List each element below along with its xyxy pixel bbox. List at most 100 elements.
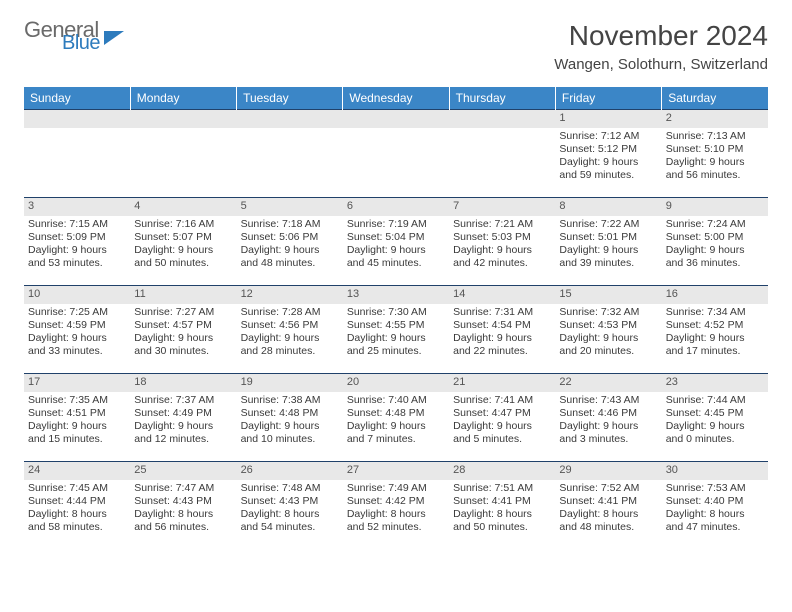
day-details: Sunrise: 7:37 AMSunset: 4:49 PMDaylight:…	[134, 394, 232, 447]
day-details: Sunrise: 7:19 AMSunset: 5:04 PMDaylight:…	[347, 218, 445, 271]
daylight-text: Daylight: 8 hours	[666, 508, 764, 521]
calendar-cell: 19Sunrise: 7:38 AMSunset: 4:48 PMDayligh…	[237, 374, 343, 462]
sunset-text: Sunset: 5:09 PM	[28, 231, 126, 244]
daylight-text: Daylight: 8 hours	[453, 508, 551, 521]
calendar-cell: 15 Sunrise: 7:32 AMSunset: 4:53 PMDayligh…	[555, 286, 661, 374]
daylight-text: Daylight: 9 hours	[347, 332, 445, 345]
day-details: Sunrise: 7:38 AMSunset: 4:48 PMDaylight:…	[241, 394, 339, 447]
location: Wangen, Solothurn, Switzerland	[554, 56, 768, 73]
day-number: 12	[237, 286, 343, 304]
daylight-text: Daylight: 8 hours	[28, 508, 126, 521]
daylight-text: Daylight: 9 hours	[559, 244, 657, 257]
sunset-text: Sunset: 5:07 PM	[134, 231, 232, 244]
day-number: 24	[24, 462, 130, 480]
day-details: Sunrise: 7:43 AMSunset: 4:46 PMDaylight:…	[559, 394, 657, 447]
logo-line2: Blue	[62, 34, 100, 52]
daylight-text: Daylight: 8 hours	[241, 508, 339, 521]
daylight-text: and 22 minutes.	[453, 345, 551, 358]
weekday-header-row: Sunday Monday Tuesday Wednesday Thursday…	[24, 87, 768, 110]
sunrise-text: Sunrise: 7:34 AM	[666, 306, 764, 319]
calendar-cell: 3Sunrise: 7:15 AMSunset: 5:09 PMDaylight…	[24, 198, 130, 286]
daylight-text: and 50 minutes.	[453, 521, 551, 534]
sunset-text: Sunset: 4:46 PM	[559, 407, 657, 420]
day-details: Sunrise: 7:32 AMSunset: 4:53 PMDaylight:…	[559, 306, 657, 359]
calendar-cell: 21Sunrise: 7:41 AMSunset: 4:47 PMDayligh…	[449, 374, 555, 462]
weekday-header: Tuesday	[237, 87, 343, 110]
daylight-text: and 33 minutes.	[28, 345, 126, 358]
day-number: 10	[24, 286, 130, 304]
daylight-text: and 48 minutes.	[559, 521, 657, 534]
calendar-cell: 22Sunrise: 7:43 AMSunset: 4:46 PMDayligh…	[555, 374, 661, 462]
sunrise-text: Sunrise: 7:37 AM	[134, 394, 232, 407]
sunrise-text: Sunrise: 7:28 AM	[241, 306, 339, 319]
calendar-week-row: 24Sunrise: 7:45 AMSunset: 4:44 PMDayligh…	[24, 462, 768, 550]
sunrise-text: Sunrise: 7:38 AM	[241, 394, 339, 407]
calendar-cell	[449, 110, 555, 198]
logo: General Blue	[24, 20, 124, 52]
daylight-text: and 47 minutes.	[666, 521, 764, 534]
sunset-text: Sunset: 4:52 PM	[666, 319, 764, 332]
daylight-text: Daylight: 9 hours	[28, 420, 126, 433]
sunset-text: Sunset: 4:45 PM	[666, 407, 764, 420]
day-details: Sunrise: 7:30 AMSunset: 4:55 PMDaylight:…	[347, 306, 445, 359]
sunrise-text: Sunrise: 7:32 AM	[559, 306, 657, 319]
sunset-text: Sunset: 4:48 PM	[347, 407, 445, 420]
day-number	[449, 110, 555, 128]
daylight-text: and 17 minutes.	[666, 345, 764, 358]
header: General Blue November 2024 Wangen, Solot…	[24, 20, 768, 73]
sunrise-text: Sunrise: 7:40 AM	[347, 394, 445, 407]
daylight-text: and 5 minutes.	[453, 433, 551, 446]
sunrise-text: Sunrise: 7:24 AM	[666, 218, 764, 231]
day-number: 13	[343, 286, 449, 304]
day-number: 23	[662, 374, 768, 392]
day-details: Sunrise: 7:47 AMSunset: 4:43 PMDaylight:…	[134, 482, 232, 535]
day-details: Sunrise: 7:13 AMSunset: 5:10 PMDaylight:…	[666, 130, 764, 183]
weekday-header: Friday	[555, 87, 661, 110]
daylight-text: Daylight: 9 hours	[134, 244, 232, 257]
calendar-cell: 9Sunrise: 7:24 AMSunset: 5:00 PMDaylight…	[662, 198, 768, 286]
calendar-cell	[343, 110, 449, 198]
month-title: November 2024	[554, 20, 768, 52]
day-number	[130, 110, 236, 128]
calendar-week-row: 3Sunrise: 7:15 AMSunset: 5:09 PMDaylight…	[24, 198, 768, 286]
daylight-text: Daylight: 9 hours	[666, 420, 764, 433]
weekday-header: Sunday	[24, 87, 130, 110]
daylight-text: and 53 minutes.	[28, 257, 126, 270]
calendar-week-row: 17Sunrise: 7:35 AMSunset: 4:51 PMDayligh…	[24, 374, 768, 462]
calendar-cell: 4Sunrise: 7:16 AMSunset: 5:07 PMDaylight…	[130, 198, 236, 286]
day-details: Sunrise: 7:24 AMSunset: 5:00 PMDaylight:…	[666, 218, 764, 271]
daylight-text: Daylight: 9 hours	[559, 156, 657, 169]
title-block: November 2024 Wangen, Solothurn, Switzer…	[554, 20, 768, 73]
sunset-text: Sunset: 5:12 PM	[559, 143, 657, 156]
sunrise-text: Sunrise: 7:27 AM	[134, 306, 232, 319]
sunrise-text: Sunrise: 7:47 AM	[134, 482, 232, 495]
calendar-cell: 1Sunrise: 7:12 AMSunset: 5:12 PMDaylight…	[555, 110, 661, 198]
weekday-header: Thursday	[449, 87, 555, 110]
calendar-cell: 13 Sunrise: 7:30 AMSunset: 4:55 PMDayligh…	[343, 286, 449, 374]
day-number: 15	[555, 286, 661, 304]
sunrise-text: Sunrise: 7:21 AM	[453, 218, 551, 231]
calendar-cell: 2Sunrise: 7:13 AMSunset: 5:10 PMDaylight…	[662, 110, 768, 198]
calendar-cell: 17Sunrise: 7:35 AMSunset: 4:51 PMDayligh…	[24, 374, 130, 462]
calendar-cell: 12Sunrise: 7:28 AMSunset: 4:56 PMDayligh…	[237, 286, 343, 374]
daylight-text: Daylight: 9 hours	[666, 332, 764, 345]
daylight-text: and 59 minutes.	[559, 169, 657, 182]
sunset-text: Sunset: 5:04 PM	[347, 231, 445, 244]
sunset-text: Sunset: 4:44 PM	[28, 495, 126, 508]
calendar-cell: 23Sunrise: 7:44 AMSunset: 4:45 PMDayligh…	[662, 374, 768, 462]
daylight-text: Daylight: 9 hours	[347, 420, 445, 433]
daylight-text: and 58 minutes.	[28, 521, 126, 534]
day-number: 29	[555, 462, 661, 480]
day-number	[237, 110, 343, 128]
daylight-text: and 56 minutes.	[666, 169, 764, 182]
sunset-text: Sunset: 4:43 PM	[241, 495, 339, 508]
daylight-text: Daylight: 9 hours	[241, 332, 339, 345]
day-details: Sunrise: 7:22 AMSunset: 5:01 PMDaylight:…	[559, 218, 657, 271]
sunset-text: Sunset: 4:59 PM	[28, 319, 126, 332]
daylight-text: and 7 minutes.	[347, 433, 445, 446]
calendar-cell	[24, 110, 130, 198]
sunrise-text: Sunrise: 7:35 AM	[28, 394, 126, 407]
daylight-text: and 3 minutes.	[559, 433, 657, 446]
weekday-header: Wednesday	[343, 87, 449, 110]
day-number: 7	[449, 198, 555, 216]
